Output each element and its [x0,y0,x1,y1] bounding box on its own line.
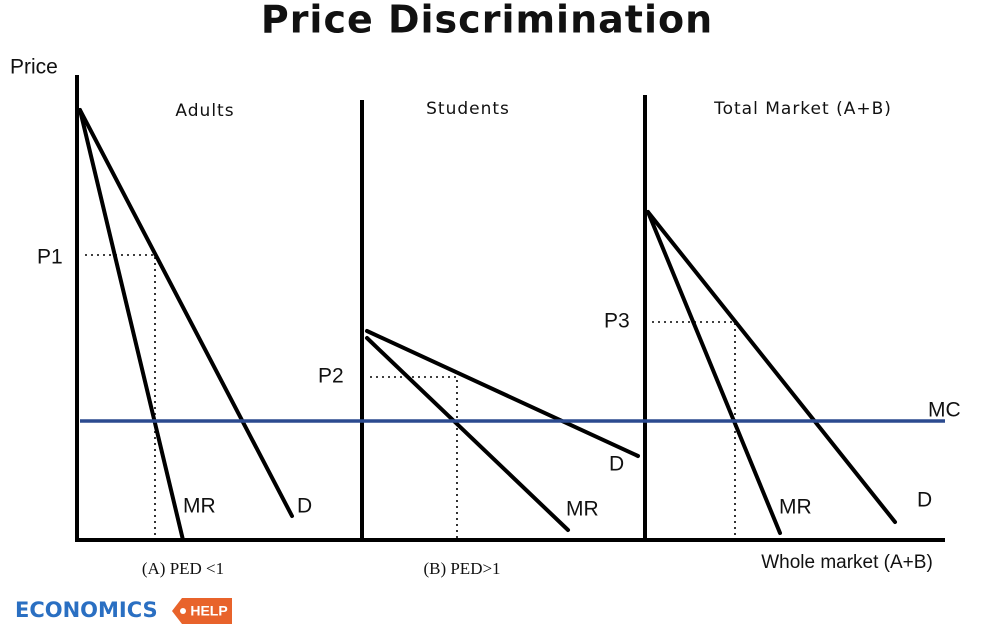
mr-curve [646,210,782,535]
panel-title: Students [426,99,510,119]
price-label: P2 [318,365,344,388]
mr-label: MR [566,498,599,521]
demand-curve [78,108,294,518]
panel-caption: (A) PED <1 [142,559,224,578]
panel-title: Adults [175,101,234,121]
mr-curve [365,336,570,532]
mr-label: MR [779,496,812,519]
demand-curve [365,329,640,458]
logo-dot [180,608,186,614]
title: Price Discrimination [261,0,713,42]
panel-title: Total Market (A+B) [713,99,892,119]
demand-label: D [297,495,312,518]
price-label: P1 [37,246,63,269]
price-label: P3 [604,310,630,333]
logo-word: ECONOMICS [15,598,158,622]
logo-badge [172,598,232,624]
mr-curve [78,108,185,542]
p2-guide [370,376,458,540]
demand-curve [646,210,897,524]
demand-label: D [609,453,624,476]
panel-caption: Whole market (A+B) [761,552,933,573]
mr-label: MR [183,495,216,518]
demand-label: D [917,489,932,512]
mc-label: MC [928,399,961,422]
logo-badge-text: HELP [190,603,227,619]
p1-guide [85,254,156,540]
panel-caption: (B) PED>1 [423,559,500,578]
p3-guide [652,321,736,540]
y-axis-label: Price [10,56,58,79]
